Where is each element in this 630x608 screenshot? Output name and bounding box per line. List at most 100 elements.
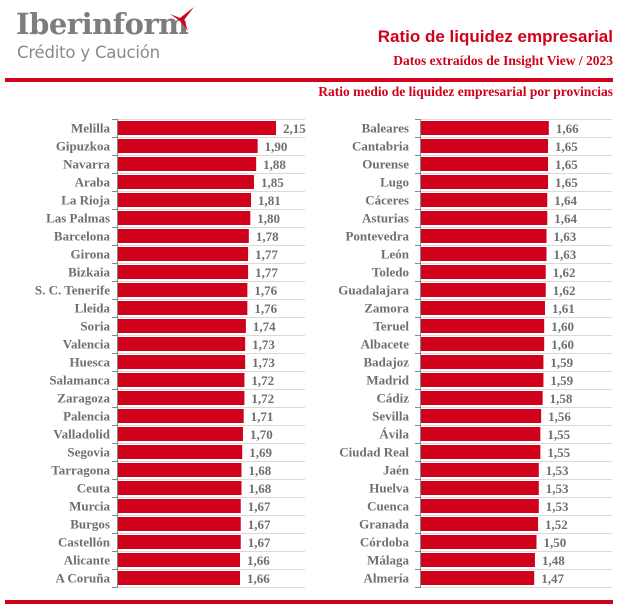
category-label: Murcia xyxy=(69,499,110,514)
category-label: Badajoz xyxy=(364,355,410,370)
value-label: 1,80 xyxy=(257,211,280,226)
category-label: Soria xyxy=(80,319,110,334)
bar xyxy=(421,139,549,153)
category-label: Valladolid xyxy=(53,427,110,442)
value-label: 1,67 xyxy=(248,535,271,550)
category-label: Cantabria xyxy=(352,139,410,154)
value-label: 1,78 xyxy=(256,229,279,244)
value-label: 1,61 xyxy=(552,301,575,316)
value-label: 1,88 xyxy=(263,157,286,172)
chart-title: Ratio de liquidez empresarial xyxy=(377,27,613,46)
category-label: Palencia xyxy=(63,409,110,424)
category-label: A Coruña xyxy=(55,571,110,586)
bar xyxy=(118,481,242,495)
value-label: 1,85 xyxy=(261,175,284,190)
value-label: 1,63 xyxy=(554,247,577,262)
bar xyxy=(421,157,549,171)
value-label: 1,62 xyxy=(553,265,576,280)
bar xyxy=(421,355,544,369)
value-label: 1,67 xyxy=(248,517,271,532)
category-label: León xyxy=(381,247,410,262)
data-source: Datos extraídos de Insight View / 2023 xyxy=(393,53,613,68)
value-label: 1,81 xyxy=(258,193,281,208)
category-label: Lugo xyxy=(380,175,409,190)
bar xyxy=(421,445,541,459)
bar xyxy=(118,265,249,279)
category-label: Málaga xyxy=(367,553,409,568)
value-label: 1,60 xyxy=(551,319,574,334)
bar xyxy=(118,157,257,171)
category-label: S. C. Tenerife xyxy=(35,283,110,298)
bar xyxy=(118,175,254,189)
value-label: 1,52 xyxy=(545,517,568,532)
bar xyxy=(118,211,251,225)
category-label: Albacete xyxy=(361,337,410,352)
bar xyxy=(421,553,535,567)
category-label: Baleares xyxy=(362,121,409,136)
bar xyxy=(421,121,549,135)
bar xyxy=(118,571,241,585)
chart-panel-2: Baleares 1,66 Cantabria 1,65 Ourense 1,65 Lugo… xyxy=(338,119,612,588)
bar xyxy=(118,391,245,405)
category-label: Almería xyxy=(364,571,410,586)
value-label: 1,50 xyxy=(544,535,567,550)
bar xyxy=(421,391,543,405)
category-label: Jaén xyxy=(383,463,410,478)
value-label: 1,53 xyxy=(546,499,569,514)
category-label: Barcelona xyxy=(54,229,111,244)
bar xyxy=(421,409,542,423)
bottom-divider xyxy=(5,600,613,604)
bar xyxy=(118,553,241,567)
logo-name: Iberinform xyxy=(16,7,189,41)
category-label: Lleida xyxy=(75,301,111,316)
bar xyxy=(421,517,539,531)
value-label: 1,66 xyxy=(247,553,270,568)
bar xyxy=(421,211,548,225)
value-label: 1,66 xyxy=(556,121,579,136)
bar xyxy=(421,229,547,243)
value-label: 1,73 xyxy=(252,355,275,370)
bar xyxy=(118,139,258,153)
value-label: 1,60 xyxy=(551,337,574,352)
bar xyxy=(421,571,535,585)
top-divider xyxy=(5,78,613,82)
value-label: 1,73 xyxy=(252,337,275,352)
value-label: 1,69 xyxy=(249,445,272,460)
category-label: Alicante xyxy=(64,553,110,568)
category-label: Ourense xyxy=(362,157,409,172)
value-label: 1,58 xyxy=(550,391,573,406)
category-label: Huelva xyxy=(369,481,409,496)
category-label: Zaragoza xyxy=(57,391,110,406)
value-label: 1,48 xyxy=(542,553,565,568)
value-label: 1,77 xyxy=(255,265,278,280)
value-label: 1,53 xyxy=(546,481,569,496)
category-label: Cáceres xyxy=(365,193,409,208)
category-label: Bizkaia xyxy=(68,265,110,280)
value-label: 1,77 xyxy=(255,247,278,262)
category-label: Salamanca xyxy=(49,373,110,388)
category-label: Gipuzkoa xyxy=(56,139,111,154)
category-label: Zamora xyxy=(364,301,409,316)
bar xyxy=(118,517,241,531)
value-label: 1,63 xyxy=(554,229,577,244)
bar xyxy=(118,445,243,459)
category-label: Guadalajara xyxy=(338,283,409,298)
value-label: 1,59 xyxy=(550,355,573,370)
value-label: 1,56 xyxy=(548,409,571,424)
bar xyxy=(421,481,539,495)
bar xyxy=(118,355,246,369)
category-label: Ceuta xyxy=(77,481,111,496)
category-label: Pontevedra xyxy=(345,229,409,244)
category-label: Ávila xyxy=(379,427,409,442)
bar xyxy=(421,283,546,297)
bar xyxy=(118,247,249,261)
bar xyxy=(421,319,545,333)
value-label: 1,68 xyxy=(248,481,271,496)
bar xyxy=(118,337,246,351)
value-label: 1,47 xyxy=(541,571,564,586)
bar xyxy=(421,427,541,441)
bar xyxy=(421,193,548,207)
value-label: 2,15 xyxy=(283,121,306,136)
value-label: 1,55 xyxy=(547,427,570,442)
